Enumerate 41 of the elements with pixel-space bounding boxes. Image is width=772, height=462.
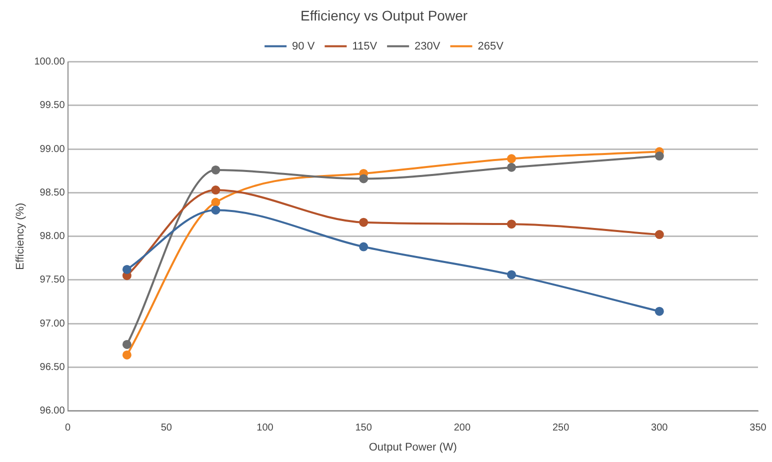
point [654, 152, 664, 161]
legend-label: 230V [414, 40, 441, 52]
point [122, 340, 132, 349]
point [359, 174, 368, 184]
point [211, 206, 220, 215]
point [211, 186, 220, 195]
point [359, 242, 368, 252]
point [654, 306, 664, 316]
x-tick-label: 100 [256, 422, 274, 434]
point [122, 350, 132, 360]
y-tick-label: 100.00 [34, 56, 66, 68]
point [359, 218, 368, 227]
point [506, 270, 516, 280]
legend-label: 115V [352, 40, 378, 52]
x-tick-label: 0 [65, 422, 72, 434]
legend-label: 265V [478, 40, 504, 52]
x-tick-label: 350 [750, 422, 767, 434]
point [211, 198, 220, 207]
y-tick-label: 97.50 [40, 274, 66, 286]
point [506, 162, 516, 172]
y-tick-label: 96.00 [40, 406, 66, 417]
y-axis-title: Efficiency (%) [14, 202, 27, 270]
point [122, 264, 132, 274]
point [211, 165, 220, 174]
point [506, 154, 516, 164]
x-tick-label: 300 [651, 422, 668, 434]
x-tick-label: 200 [454, 422, 471, 434]
y-tick-label: 97.00 [40, 318, 66, 330]
x-tick-label: 50 [160, 422, 172, 434]
y-tick-label: 98.50 [40, 187, 66, 198]
legend-label: 90 V [292, 40, 316, 52]
point [654, 230, 664, 240]
y-tick-label: 99.50 [40, 100, 66, 112]
point [506, 220, 516, 229]
x-tick-label: 250 [552, 422, 570, 434]
y-tick-label: 96.50 [40, 362, 66, 373]
x-tick-label: 150 [355, 422, 372, 434]
y-tick-label: 98.00 [40, 231, 66, 242]
y-tick-label: 99.00 [40, 144, 66, 155]
chart-title: Efficiency vs Output Power [300, 7, 468, 24]
x-axis-title: Output Power (W) [368, 441, 457, 454]
